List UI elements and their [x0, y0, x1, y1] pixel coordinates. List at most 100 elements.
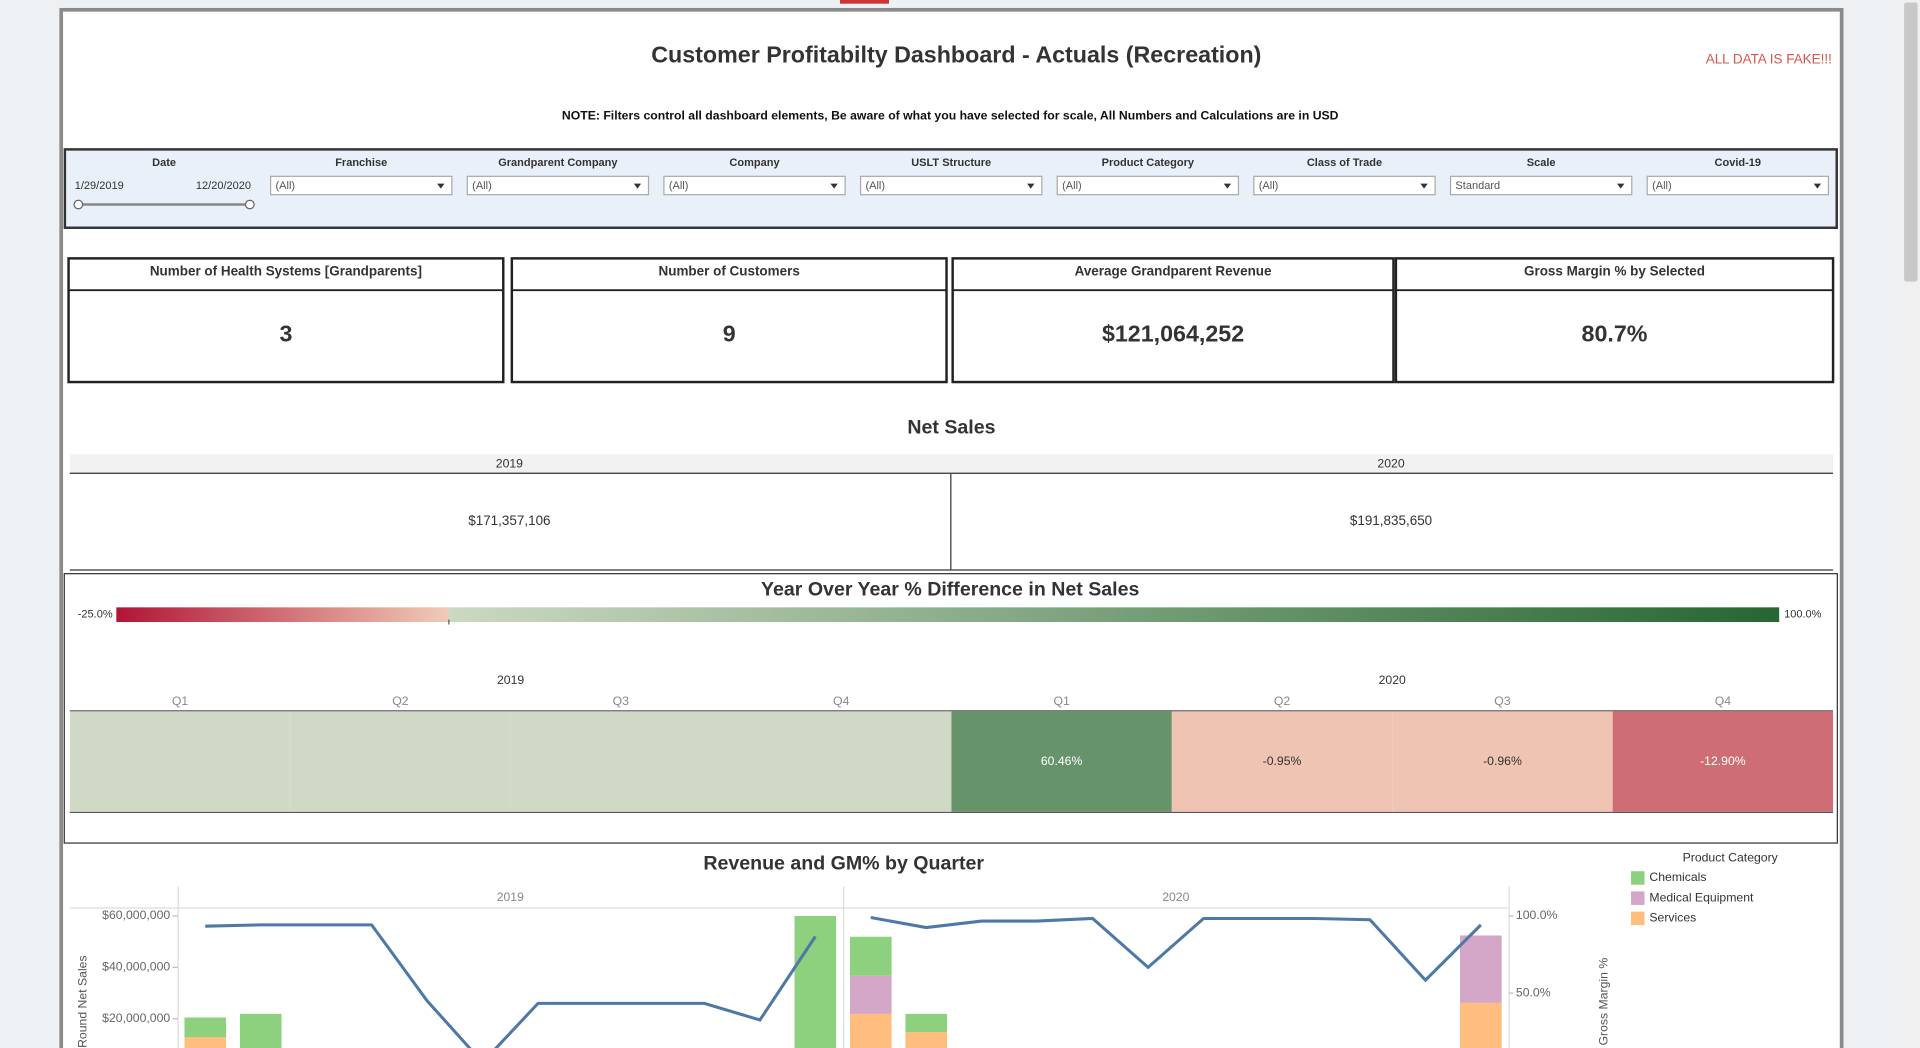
- heat-cell: [69, 711, 291, 812]
- bar-segment: [184, 1037, 227, 1048]
- color-tick-label: -25.0%: [78, 609, 113, 621]
- column-header: 2019: [496, 456, 523, 470]
- x-tick-label: Q2: [392, 694, 409, 708]
- filter-dropdown[interactable]: [1449, 175, 1633, 196]
- line: [870, 916, 1482, 983]
- x-tick-label: Q1: [172, 694, 189, 708]
- value-label: -12.90%: [1700, 754, 1746, 768]
- legend-label[interactable]: Services: [1649, 911, 1696, 925]
- scrollbar-thumb[interactable]: [1904, 2, 1918, 282]
- heatmap-frame: [63, 573, 1838, 844]
- bar-segment: [849, 936, 892, 976]
- filter-value[interactable]: Standard: [1455, 180, 1500, 192]
- bar-segment: [1460, 1002, 1502, 1048]
- x-tick-label: Q3: [613, 694, 630, 708]
- heat-cell: [510, 711, 732, 812]
- filter-dropdown[interactable]: [466, 175, 650, 196]
- legend-swatch[interactable]: [1631, 911, 1645, 926]
- section-title: Net Sales: [907, 417, 995, 439]
- filter-label: Covid-19: [1715, 157, 1762, 169]
- y2-tick-label: 100.0%: [1516, 908, 1558, 922]
- heat-cell: [290, 711, 511, 812]
- filter-dropdown[interactable]: [859, 175, 1043, 196]
- filter-value[interactable]: (All): [865, 180, 885, 192]
- filter-value[interactable]: (All): [472, 180, 492, 192]
- filter-label: Class of Trade: [1307, 157, 1382, 169]
- column-header: 2020: [1377, 456, 1404, 470]
- chart-title: Revenue and GM% by Quarter: [703, 853, 984, 875]
- filter-label: Grandparent Company: [498, 157, 618, 169]
- filter-label: USLT Structure: [911, 157, 991, 169]
- filter-dropdown[interactable]: [1056, 175, 1240, 196]
- x-tick-label: Q4: [1715, 694, 1732, 708]
- y2-tick-label: 50.0%: [1516, 985, 1551, 999]
- kpi-value: 3: [279, 321, 292, 347]
- kpi-card: [510, 257, 948, 384]
- filter-value[interactable]: (All): [276, 180, 296, 192]
- date-end[interactable]: 12/20/2020: [196, 180, 251, 192]
- panel-label: 2019: [497, 673, 524, 687]
- bar-segment: [905, 1032, 948, 1048]
- filter-label: Date: [152, 157, 176, 169]
- legend-label[interactable]: Chemicals: [1649, 870, 1706, 884]
- x-tick-label: Q2: [1274, 694, 1291, 708]
- panel-label: 2019: [497, 890, 524, 904]
- filter-label: Franchise: [335, 157, 387, 169]
- bar-segment: [794, 915, 837, 1048]
- heat-cell: [1171, 711, 1393, 812]
- kpi-value: $121,064,252: [1102, 321, 1244, 347]
- kpi-card: [67, 257, 505, 384]
- bar-segment: [184, 1017, 227, 1038]
- dropdown-arrow: [1617, 183, 1625, 189]
- filter-dropdown[interactable]: [1253, 175, 1436, 196]
- filter-value[interactable]: (All): [1259, 180, 1279, 192]
- top-tab: [840, 0, 889, 4]
- kpi-label: Gross Margin % by Selected: [1524, 263, 1705, 278]
- dropdown-arrow: [830, 183, 838, 189]
- value-label: 60.46%: [1041, 754, 1083, 768]
- bar-segment: [1460, 935, 1502, 1003]
- heat-cell: [1392, 711, 1613, 812]
- x-tick-label: Q4: [833, 694, 850, 708]
- legend-swatch[interactable]: [1631, 871, 1645, 885]
- bar-segment: [905, 1013, 948, 1033]
- line: [205, 923, 817, 1048]
- chart-title: Year Over Year % Difference in Net Sales: [761, 578, 1139, 600]
- table-cell: $171,357,106: [468, 513, 550, 528]
- filter-label: Product Category: [1102, 157, 1195, 169]
- dropdown-arrow: [437, 183, 445, 189]
- legend-swatch[interactable]: [1631, 891, 1645, 905]
- y-tick-label: $40,000,000: [102, 960, 170, 974]
- legend-label[interactable]: Medical Equipment: [1649, 890, 1754, 904]
- value-label: -0.96%: [1483, 754, 1522, 768]
- dropdown-arrow: [1027, 183, 1035, 189]
- y2-axis-title: Gross Margin %: [1596, 958, 1610, 1046]
- slider-handle[interactable]: [73, 199, 84, 210]
- kpi-value: 80.7%: [1582, 321, 1648, 347]
- x-tick-label: Q1: [1053, 694, 1070, 708]
- kpi-label: Number of Health Systems [Grandparents]: [150, 263, 422, 278]
- panel-label: 2020: [1162, 890, 1189, 904]
- legend-title: Product Category: [1683, 851, 1779, 865]
- heat-cell: [951, 711, 1172, 812]
- filter-value[interactable]: (All): [669, 180, 689, 192]
- filter-dropdown[interactable]: [270, 175, 453, 196]
- table-header: [69, 454, 1834, 473]
- filter-dropdown[interactable]: [1646, 175, 1830, 196]
- kpi-card: [1394, 257, 1835, 384]
- filter-value[interactable]: (All): [1062, 180, 1082, 192]
- kpi-card: [951, 257, 1395, 384]
- value-label: -0.95%: [1263, 754, 1302, 768]
- filter-label: Scale: [1527, 157, 1556, 169]
- bar-segment: [849, 975, 892, 1014]
- color-tick-label: 100.0%: [1784, 609, 1822, 621]
- slider-handle[interactable]: [244, 199, 255, 210]
- date-start[interactable]: 1/29/2019: [75, 180, 124, 192]
- filter-value[interactable]: (All): [1652, 180, 1672, 192]
- bar-segment: [239, 1013, 282, 1048]
- bar-segment: [849, 1013, 892, 1048]
- dropdown-arrow: [1813, 183, 1822, 189]
- filter-dropdown[interactable]: [663, 175, 846, 196]
